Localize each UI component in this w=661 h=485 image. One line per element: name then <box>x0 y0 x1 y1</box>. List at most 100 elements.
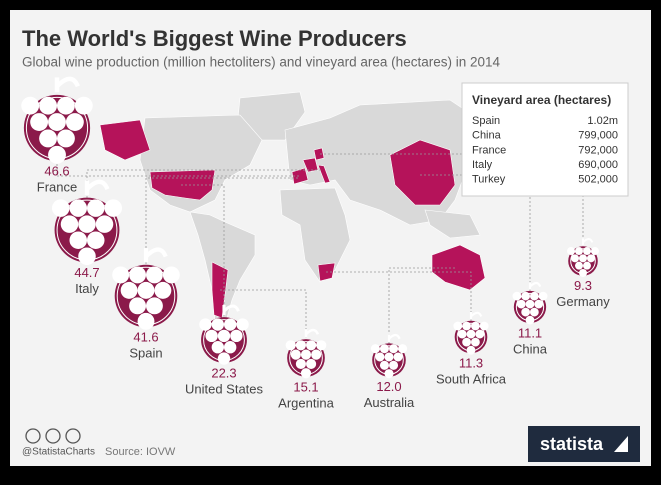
country-label: United States <box>185 381 264 396</box>
grape-icon <box>285 328 327 379</box>
grape <box>217 352 231 365</box>
cc-icons <box>25 428 81 444</box>
grape <box>567 247 576 256</box>
grape <box>393 352 403 362</box>
grape <box>39 96 57 115</box>
grape <box>300 349 312 360</box>
row-area: 1.02m <box>587 115 618 127</box>
vineyard-table: Vineyard area (hectares) Spain 1.02m China… <box>461 82 629 197</box>
grape <box>300 368 312 379</box>
grape <box>69 199 87 217</box>
grape-icon <box>51 179 123 266</box>
grape <box>590 247 599 256</box>
grape <box>51 199 70 217</box>
source: Source: IOVW <box>105 446 176 458</box>
grape <box>295 340 306 351</box>
grape <box>521 307 530 317</box>
grape <box>530 291 539 301</box>
value-label: 9.3 <box>574 278 592 293</box>
grape-icon <box>567 238 599 277</box>
grape <box>211 318 224 331</box>
grape <box>538 291 548 301</box>
grape <box>586 254 595 263</box>
grape <box>120 281 138 299</box>
grape <box>398 344 408 354</box>
brand: statista <box>540 434 604 454</box>
row-area: 502,000 <box>578 174 618 186</box>
grape <box>199 318 212 331</box>
grape <box>316 340 327 351</box>
grape <box>466 345 476 355</box>
grape <box>375 352 385 362</box>
grape <box>65 113 84 131</box>
grape-icon <box>112 247 180 330</box>
grape <box>224 318 237 331</box>
grape <box>224 341 237 354</box>
grape <box>295 358 306 370</box>
grape <box>69 231 87 249</box>
grape <box>211 341 224 354</box>
leaf <box>582 238 594 246</box>
grape <box>129 297 146 315</box>
leaf <box>387 333 401 342</box>
leaf <box>84 179 110 195</box>
leader-line <box>145 177 298 296</box>
grape <box>74 96 93 115</box>
grape <box>39 129 57 148</box>
grape-icon <box>453 311 489 355</box>
grape <box>571 254 580 263</box>
grape <box>579 254 587 263</box>
grape <box>479 321 489 331</box>
value-label: 22.3 <box>211 365 236 380</box>
grape <box>462 337 471 347</box>
grape <box>162 266 180 284</box>
country-label: Germany <box>556 294 610 309</box>
grape <box>217 329 231 343</box>
grape <box>534 299 544 309</box>
grape <box>575 261 583 270</box>
grape <box>57 96 75 115</box>
country-label: Argentina <box>278 395 334 410</box>
grape-icon <box>512 281 548 325</box>
grape <box>579 268 587 277</box>
logo-mark <box>614 436 628 452</box>
value-label: 44.7 <box>74 265 99 280</box>
leaf <box>54 76 80 93</box>
grape <box>95 215 114 233</box>
row-area: 690,000 <box>578 159 618 171</box>
grape <box>21 96 40 115</box>
grape <box>370 344 380 354</box>
grape <box>57 129 75 148</box>
grape <box>112 266 130 284</box>
grape <box>205 329 218 343</box>
grape-icon <box>199 304 249 365</box>
grape <box>78 247 96 266</box>
row-country: France <box>472 144 506 156</box>
grape <box>306 340 317 351</box>
leaf <box>528 281 542 290</box>
handle: @StatistaCharts <box>22 447 95 458</box>
leader-line <box>388 267 455 360</box>
grape <box>137 281 155 299</box>
grape-icon <box>370 333 408 379</box>
value-label: 46.6 <box>44 164 69 179</box>
row-area: 792,000 <box>578 144 618 156</box>
leader-line <box>180 184 225 340</box>
country-label: China <box>513 342 548 357</box>
grape <box>475 329 485 339</box>
country-label: Spain <box>129 346 162 361</box>
grape <box>87 231 105 249</box>
grape <box>48 145 66 164</box>
grape <box>384 369 394 379</box>
grape <box>306 358 317 370</box>
grape <box>379 344 389 354</box>
grape <box>583 261 591 270</box>
grape <box>379 360 389 370</box>
leaf <box>304 328 320 338</box>
table-rows: Spain 1.02m China 799,000 France 792,000 Italy… <box>472 115 618 186</box>
grape <box>521 291 530 301</box>
value-label: 11.1 <box>518 326 542 341</box>
grape <box>87 199 105 217</box>
value-label: 12.0 <box>376 379 401 394</box>
